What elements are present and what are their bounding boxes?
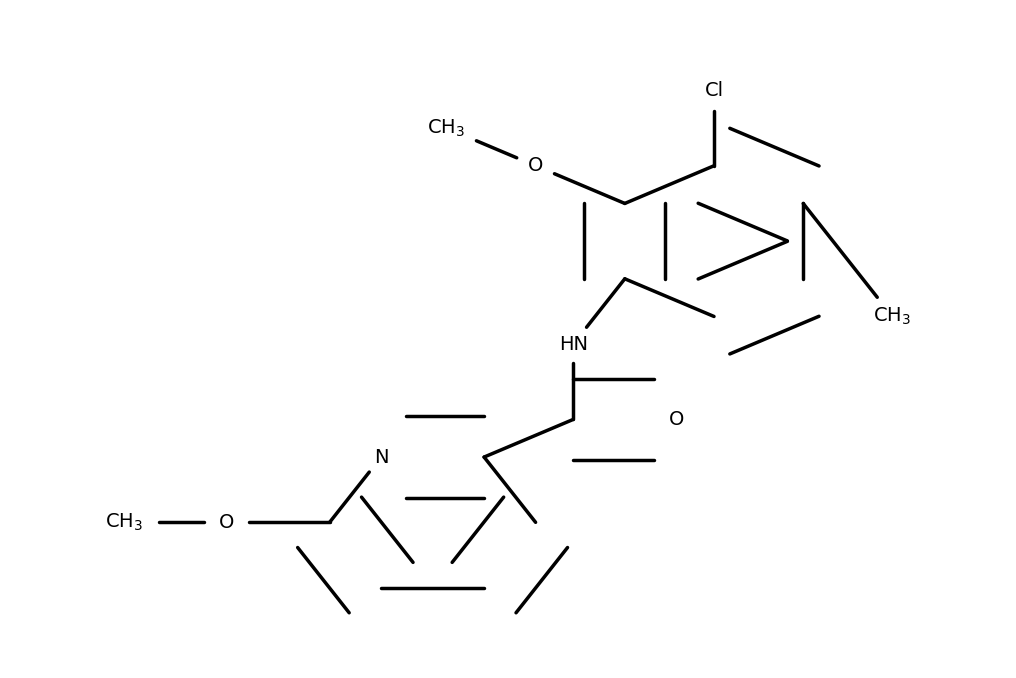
Text: $\mathsf{CH_3}$: $\mathsf{CH_3}$ bbox=[428, 117, 465, 139]
Text: HN: HN bbox=[559, 334, 588, 353]
Text: $\mathsf{CH_3}$: $\mathsf{CH_3}$ bbox=[874, 306, 911, 327]
Text: $\mathsf{CH_3}$: $\mathsf{CH_3}$ bbox=[105, 512, 142, 533]
Text: O: O bbox=[218, 513, 235, 532]
Text: Cl: Cl bbox=[704, 81, 723, 100]
Text: N: N bbox=[374, 447, 388, 466]
Text: O: O bbox=[528, 156, 544, 176]
Text: O: O bbox=[669, 410, 684, 429]
